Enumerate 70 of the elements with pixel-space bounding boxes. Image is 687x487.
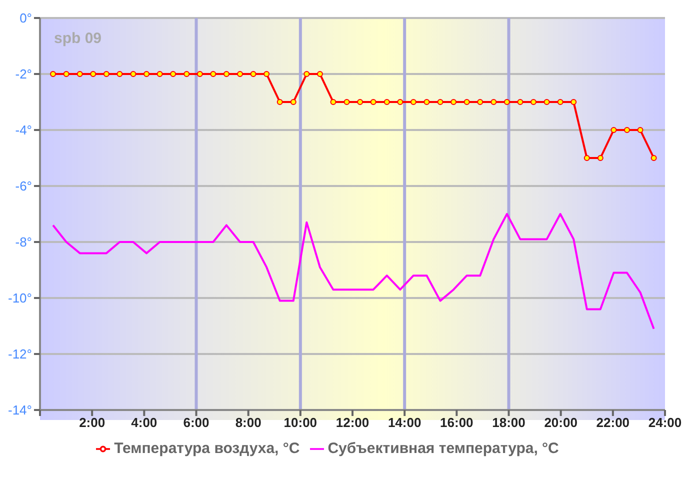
point	[90, 71, 96, 77]
point	[130, 71, 136, 77]
point	[504, 99, 510, 105]
point	[517, 99, 524, 105]
x-tick-label: 2:00	[79, 415, 106, 430]
legend-label: Температура воздуха, °C	[114, 440, 300, 457]
point	[624, 127, 630, 133]
point	[116, 71, 123, 77]
x-tick-label: 24:00	[648, 415, 682, 430]
annotation: spb 09	[54, 30, 102, 47]
point	[63, 71, 70, 77]
point	[196, 71, 203, 77]
point	[384, 99, 390, 105]
point	[184, 71, 190, 77]
y-tick-label: -12°	[8, 346, 32, 362]
point	[370, 99, 376, 105]
x-tick-label: 14:00	[388, 415, 422, 430]
point	[530, 99, 536, 105]
x-tick-label: 6:00	[183, 415, 210, 430]
legend-label: Субъективная температура, °C	[328, 440, 559, 457]
point	[50, 71, 56, 77]
point	[264, 71, 270, 77]
point	[156, 71, 163, 77]
point	[570, 99, 577, 105]
x-tick-label: 4:00	[131, 415, 158, 430]
y-tick-label: -10°	[8, 290, 32, 306]
point	[477, 99, 484, 105]
point	[223, 71, 230, 77]
point	[397, 99, 404, 105]
point	[464, 99, 470, 105]
point	[76, 71, 83, 77]
point	[410, 99, 416, 105]
x-tick-label: 12:00	[336, 415, 370, 430]
point	[357, 99, 364, 105]
y-tick-label: -14°	[8, 402, 32, 418]
point	[304, 71, 310, 77]
point	[450, 99, 457, 105]
point	[490, 99, 497, 105]
point	[210, 71, 216, 77]
point	[144, 71, 150, 77]
point	[290, 99, 296, 105]
y-tick-label: -6°	[15, 178, 32, 194]
point	[276, 99, 283, 105]
y-tick-label: -2°	[15, 66, 32, 82]
point	[330, 99, 336, 105]
point	[170, 71, 176, 77]
point	[557, 99, 564, 105]
x-tick-label: 10:00	[284, 415, 318, 430]
x-tick-label: 20:00	[544, 415, 578, 430]
line-series	[52, 213, 655, 330]
x-tick-label: 18:00	[492, 415, 526, 430]
point	[637, 127, 644, 133]
point	[424, 99, 430, 105]
point	[344, 99, 350, 105]
point	[544, 99, 550, 105]
point	[250, 71, 256, 77]
point	[650, 155, 657, 161]
x-tick-label: 8:00	[235, 415, 262, 430]
point	[610, 127, 617, 133]
point	[316, 71, 323, 77]
point	[237, 71, 243, 77]
point	[437, 99, 444, 105]
point	[103, 71, 110, 77]
y-tick-label: -4°	[15, 122, 32, 138]
y-tick-label: -8°	[15, 234, 32, 250]
y-tick-label: 0°	[20, 10, 32, 26]
x-tick-label: 22:00	[596, 415, 630, 430]
point	[584, 155, 590, 161]
point	[597, 155, 604, 161]
x-tick-label: 16:00	[440, 415, 474, 430]
